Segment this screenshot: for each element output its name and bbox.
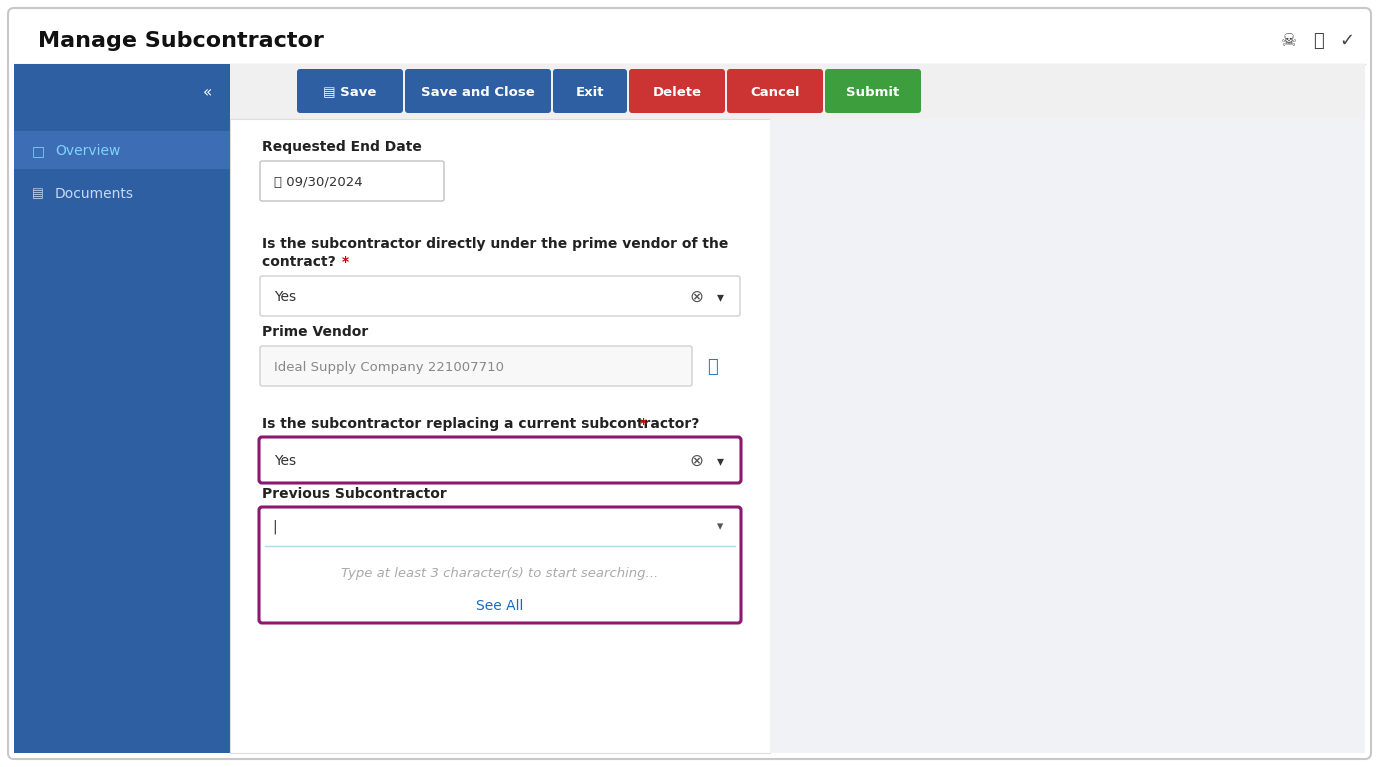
- Text: Yes: Yes: [274, 290, 296, 304]
- Text: Is the subcontractor directly under the prime vendor of the: Is the subcontractor directly under the …: [262, 237, 728, 251]
- FancyBboxPatch shape: [261, 346, 692, 386]
- Text: 📅 09/30/2024: 📅 09/30/2024: [274, 176, 363, 189]
- Text: |: |: [272, 520, 277, 535]
- Text: ▤: ▤: [32, 187, 44, 200]
- Text: Delete: Delete: [652, 85, 702, 98]
- FancyBboxPatch shape: [8, 8, 1371, 759]
- Text: Save and Close: Save and Close: [421, 85, 535, 98]
- Text: ▾: ▾: [717, 290, 724, 304]
- Text: Exit: Exit: [576, 85, 604, 98]
- FancyBboxPatch shape: [629, 69, 725, 113]
- Text: Is the subcontractor replacing a current subcontractor?: Is the subcontractor replacing a current…: [262, 417, 699, 431]
- Text: Requested End Date: Requested End Date: [262, 140, 422, 154]
- Text: ▤ Save: ▤ Save: [323, 85, 376, 98]
- Text: ✓: ✓: [1339, 32, 1354, 50]
- Text: ⎙: ⎙: [1314, 32, 1324, 50]
- Text: Cancel: Cancel: [750, 85, 800, 98]
- Bar: [769, 119, 1365, 753]
- Text: ⊗: ⊗: [690, 452, 703, 470]
- Bar: [14, 64, 230, 119]
- Text: Manage Subcontractor: Manage Subcontractor: [39, 31, 324, 51]
- FancyBboxPatch shape: [296, 69, 403, 113]
- Bar: [14, 131, 230, 169]
- Text: *: *: [342, 255, 349, 269]
- Text: ⛓: ⛓: [706, 358, 717, 376]
- Text: *: *: [640, 417, 647, 431]
- FancyBboxPatch shape: [259, 437, 741, 483]
- Text: ▾: ▾: [717, 454, 724, 468]
- Text: Yes: Yes: [274, 454, 296, 468]
- FancyBboxPatch shape: [405, 69, 552, 113]
- Text: Documents: Documents: [55, 187, 134, 201]
- Text: ☠: ☠: [1281, 32, 1298, 50]
- Bar: [14, 119, 230, 753]
- Bar: [230, 64, 1365, 119]
- FancyBboxPatch shape: [553, 69, 627, 113]
- Text: Prime Vendor: Prime Vendor: [262, 325, 368, 339]
- Text: «: «: [203, 85, 212, 100]
- Text: Previous Subcontractor: Previous Subcontractor: [262, 487, 447, 501]
- FancyBboxPatch shape: [259, 507, 741, 623]
- FancyBboxPatch shape: [825, 69, 921, 113]
- Text: ⊗: ⊗: [690, 288, 703, 306]
- Text: Overview: Overview: [55, 144, 120, 158]
- Text: Ideal Supply Company 221007710: Ideal Supply Company 221007710: [274, 360, 503, 374]
- Text: contract?: contract?: [262, 255, 341, 269]
- FancyBboxPatch shape: [727, 69, 823, 113]
- Text: Submit: Submit: [847, 85, 899, 98]
- FancyBboxPatch shape: [10, 10, 1369, 68]
- FancyBboxPatch shape: [261, 276, 741, 316]
- Text: □: □: [32, 144, 44, 158]
- Text: See All: See All: [476, 599, 524, 613]
- Text: Type at least 3 character(s) to start searching...: Type at least 3 character(s) to start se…: [342, 568, 659, 581]
- Bar: [263, 512, 736, 542]
- Bar: [230, 119, 769, 753]
- Text: ▾: ▾: [717, 521, 723, 534]
- FancyBboxPatch shape: [261, 161, 444, 201]
